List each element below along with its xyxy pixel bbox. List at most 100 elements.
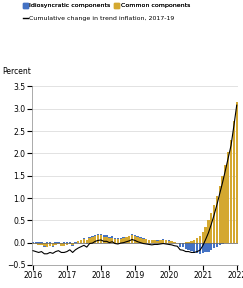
Bar bbox=[142, 239, 145, 242]
Bar bbox=[235, 102, 238, 242]
Bar bbox=[151, 242, 153, 243]
Bar bbox=[137, 237, 139, 242]
Bar bbox=[224, 164, 227, 242]
Bar bbox=[137, 236, 139, 237]
Bar bbox=[145, 239, 148, 242]
Bar bbox=[111, 238, 113, 242]
Bar bbox=[105, 236, 108, 237]
Bar bbox=[108, 237, 111, 238]
Bar bbox=[83, 239, 85, 242]
Bar bbox=[97, 234, 99, 235]
Bar bbox=[173, 242, 176, 243]
Bar bbox=[37, 242, 40, 245]
Bar bbox=[210, 213, 212, 242]
Bar bbox=[199, 236, 201, 242]
Bar bbox=[221, 242, 224, 244]
Bar bbox=[97, 235, 99, 242]
Bar bbox=[111, 236, 113, 238]
Bar bbox=[210, 242, 212, 250]
Bar bbox=[103, 237, 105, 242]
Bar bbox=[105, 237, 108, 242]
Bar bbox=[151, 240, 153, 242]
Bar bbox=[230, 139, 232, 140]
Bar bbox=[207, 242, 210, 252]
Bar bbox=[187, 242, 190, 250]
Bar bbox=[221, 176, 224, 242]
Bar bbox=[66, 242, 68, 245]
Bar bbox=[165, 240, 167, 242]
Bar bbox=[117, 239, 119, 242]
Bar bbox=[83, 238, 85, 239]
Bar bbox=[71, 245, 74, 246]
Bar bbox=[74, 242, 77, 243]
Bar bbox=[69, 242, 71, 244]
Bar bbox=[54, 242, 57, 245]
Bar bbox=[43, 242, 45, 246]
Bar bbox=[100, 236, 102, 242]
Bar bbox=[88, 238, 91, 242]
Bar bbox=[49, 242, 51, 246]
Bar bbox=[196, 238, 198, 242]
Bar bbox=[32, 242, 34, 244]
Bar bbox=[94, 236, 96, 242]
Bar bbox=[193, 240, 195, 242]
Bar bbox=[142, 238, 145, 239]
Bar bbox=[94, 235, 96, 236]
Bar bbox=[190, 242, 193, 251]
Bar bbox=[148, 240, 150, 242]
Bar bbox=[199, 242, 201, 254]
Bar bbox=[156, 240, 159, 241]
Bar bbox=[60, 242, 62, 246]
Bar bbox=[86, 242, 88, 244]
Bar bbox=[128, 236, 130, 242]
Legend: Idiosyncratic components, Common components: Idiosyncratic components, Common compone… bbox=[23, 3, 190, 9]
Bar bbox=[156, 241, 159, 242]
Bar bbox=[52, 242, 54, 246]
Bar bbox=[52, 246, 54, 247]
Bar bbox=[154, 240, 156, 242]
Bar bbox=[193, 242, 195, 252]
Bar bbox=[122, 237, 125, 238]
Bar bbox=[125, 237, 128, 242]
Bar bbox=[131, 236, 133, 242]
Text: Percent: Percent bbox=[2, 67, 31, 76]
Bar bbox=[35, 242, 37, 245]
Bar bbox=[176, 242, 179, 243]
Bar bbox=[170, 241, 173, 242]
Bar bbox=[202, 242, 204, 253]
Bar bbox=[103, 236, 105, 237]
Bar bbox=[162, 240, 164, 242]
Bar bbox=[168, 241, 170, 242]
Bar bbox=[77, 241, 79, 242]
Bar bbox=[134, 236, 136, 242]
Bar bbox=[204, 242, 207, 253]
Bar bbox=[71, 242, 74, 245]
Bar bbox=[114, 238, 116, 239]
Bar bbox=[114, 239, 116, 242]
Bar bbox=[227, 152, 229, 242]
Bar bbox=[40, 242, 43, 245]
Bar bbox=[46, 242, 48, 247]
Bar bbox=[213, 205, 215, 242]
Bar bbox=[218, 186, 221, 242]
Bar bbox=[230, 140, 232, 242]
Bar bbox=[204, 227, 207, 242]
Bar bbox=[139, 238, 142, 242]
Bar bbox=[179, 243, 181, 247]
Bar bbox=[91, 237, 94, 242]
Legend: Cumulative change in trend inflation, 2017-19: Cumulative change in trend inflation, 20… bbox=[23, 16, 175, 22]
Bar bbox=[63, 242, 65, 246]
Bar bbox=[190, 241, 193, 242]
Bar bbox=[213, 242, 215, 249]
Bar bbox=[43, 246, 45, 247]
Bar bbox=[216, 196, 218, 242]
Bar bbox=[139, 237, 142, 238]
Bar bbox=[159, 240, 162, 242]
Bar bbox=[131, 234, 133, 236]
Bar bbox=[80, 240, 82, 242]
Bar bbox=[218, 242, 221, 245]
Bar bbox=[207, 220, 210, 242]
Bar bbox=[202, 232, 204, 242]
Bar bbox=[100, 234, 102, 236]
Bar bbox=[233, 121, 235, 242]
